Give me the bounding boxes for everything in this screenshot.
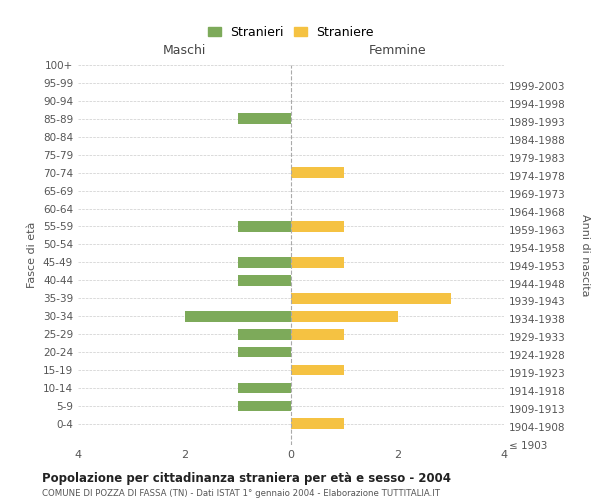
Bar	[238, 221, 291, 232]
Text: COMUNE DI POZZA DI FASSA (TN) - Dati ISTAT 1° gennaio 2004 - Elaborazione TUTTIT: COMUNE DI POZZA DI FASSA (TN) - Dati IST…	[42, 488, 440, 498]
Text: Popolazione per cittadinanza straniera per età e sesso - 2004: Popolazione per cittadinanza straniera p…	[42, 472, 451, 485]
Bar	[238, 400, 291, 411]
Bar	[185, 311, 291, 322]
Bar	[238, 382, 291, 394]
Bar	[238, 328, 291, 340]
Bar	[238, 346, 291, 358]
Bar	[291, 221, 344, 232]
Bar	[291, 293, 451, 304]
Legend: Stranieri, Straniere: Stranieri, Straniere	[208, 26, 374, 38]
Y-axis label: Fasce di età: Fasce di età	[28, 222, 37, 288]
Y-axis label: Anni di nascita: Anni di nascita	[580, 214, 589, 296]
Bar	[238, 275, 291, 285]
Bar	[238, 114, 291, 124]
Bar	[291, 311, 398, 322]
Text: Femmine: Femmine	[368, 44, 427, 57]
Bar	[238, 257, 291, 268]
Bar	[291, 168, 344, 178]
Text: Maschi: Maschi	[163, 44, 206, 57]
Bar	[291, 418, 344, 429]
Bar	[291, 328, 344, 340]
Bar	[291, 257, 344, 268]
Bar	[291, 364, 344, 376]
